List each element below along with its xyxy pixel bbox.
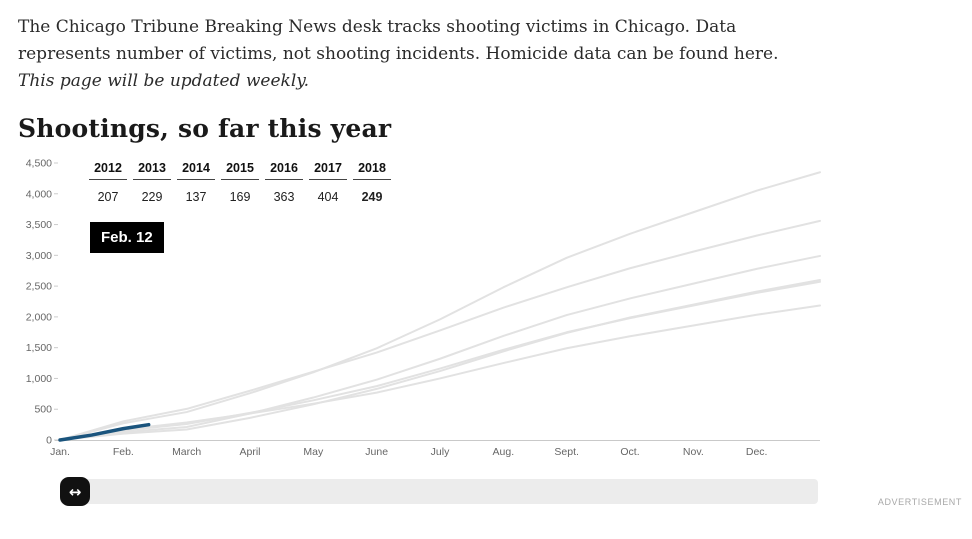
- intro-italic-note: This page will be updated weekly.: [18, 71, 310, 91]
- legend-column-2014: 2014 137: [177, 161, 215, 204]
- x-axis-tick-label: May: [303, 446, 324, 458]
- series-line-2016: [59, 171, 821, 441]
- x-axis-tick-label: Feb.: [113, 446, 134, 458]
- legend-column-2015: 2015 169: [221, 161, 259, 204]
- y-axis-tick-label: 1,500: [26, 342, 52, 354]
- legend-column-2013: 2013 229: [133, 161, 171, 204]
- legend-column-2012: 2012 207: [89, 161, 127, 204]
- legend-year: 2014: [177, 161, 215, 180]
- y-axis-tick-label: 1,000: [26, 373, 52, 385]
- y-axis-tick-label: 4,500: [26, 158, 52, 170]
- intro-paragraph: The Chicago Tribune Breaking News desk t…: [18, 14, 780, 95]
- x-axis-tick-label: Sept.: [554, 446, 579, 458]
- date-slider-track[interactable]: ↔: [60, 477, 818, 506]
- series-line-2018: [58, 422, 151, 442]
- legend-column-2018: 2018 249: [353, 161, 391, 204]
- legend-year: 2018: [353, 161, 391, 180]
- date-tooltip: Feb. 12: [90, 222, 164, 253]
- chart-canvas: 0 500 1,000 1,500 2,000 2,500 3,000 3,500 4,000 4…: [26, 158, 821, 458]
- series-line-2013: [59, 304, 821, 441]
- y-axis-tick-label: 2,000: [26, 311, 52, 323]
- series-line-2014: [59, 279, 821, 441]
- advertisement-label: ADVERTISEMENT: [877, 497, 962, 507]
- x-axis-tick-label: July: [431, 446, 450, 458]
- x-axis-tick-label: Jan.: [50, 446, 70, 458]
- x-axis-tick-label: April: [239, 446, 260, 458]
- legend-column-2017: 2017 404: [309, 161, 347, 204]
- y-axis-tick-label: 3,500: [26, 219, 52, 231]
- x-axis-tick-label: Dec.: [746, 446, 768, 458]
- legend-value: 363: [273, 190, 295, 204]
- y-axis-tick-label: 3,000: [26, 250, 52, 262]
- homicide-data-link[interactable]: here: [733, 44, 774, 64]
- date-slider-handle[interactable]: ↔: [60, 477, 90, 506]
- y-axis-tick-label: 4,000: [26, 188, 52, 200]
- legend-year: 2015: [221, 161, 259, 180]
- series-line-2012: [59, 280, 821, 441]
- legend-year: 2013: [133, 161, 171, 180]
- legend-value: 229: [141, 190, 163, 204]
- x-axis-tick-label: June: [365, 446, 388, 458]
- x-axis-tick-label: Oct.: [620, 446, 639, 458]
- legend-year: 2017: [309, 161, 347, 180]
- legend-value: 404: [317, 190, 339, 204]
- year-legend: 2012 207 2013 229 2014 137 2015 169 2016 363 2017 4…: [89, 161, 397, 204]
- shootings-chart: 0 500 1,000 1,500 2,000 2,500 3,000 3,500 4,000 4…: [0, 152, 972, 464]
- x-axis-tick-label: Nov.: [683, 446, 704, 458]
- y-axis-tick-label: 0: [46, 435, 52, 447]
- intro-text: The Chicago Tribune Breaking News desk t…: [18, 17, 737, 64]
- legend-value: 249: [361, 190, 383, 204]
- y-axis-tick-label: 2,500: [26, 281, 52, 293]
- legend-value: 207: [97, 190, 119, 204]
- x-axis-tick-label: Aug.: [493, 446, 515, 458]
- legend-year: 2016: [265, 161, 303, 180]
- x-axis-tick-label: March: [172, 446, 201, 458]
- legend-value: 169: [229, 190, 251, 204]
- intro-text-after-link: .: [773, 44, 779, 64]
- series-line-2015: [59, 254, 821, 441]
- series-line-2017: [59, 219, 821, 441]
- y-axis-tick-label: 500: [34, 404, 52, 416]
- legend-column-2016: 2016 363: [265, 161, 303, 204]
- page-title: Shootings, so far this year: [18, 114, 392, 143]
- left-right-arrows-icon: ↔: [68, 482, 82, 501]
- legend-year: 2012: [89, 161, 127, 180]
- legend-value: 137: [185, 190, 207, 204]
